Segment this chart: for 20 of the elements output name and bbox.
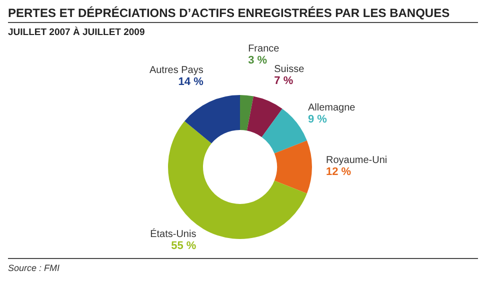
slice-label: Royaume-Uni <box>326 155 388 166</box>
donut-slice <box>262 108 307 154</box>
data-label: 9 % <box>308 113 328 126</box>
slice-label: Autres Pays <box>149 65 204 76</box>
donut-slice <box>246 96 282 138</box>
data-label: 3 % <box>248 54 268 66</box>
slice-label: États-Unis <box>150 228 196 240</box>
slice-label: Allemagne <box>308 102 356 114</box>
chart-subtitle: JUILLET 2007 À JUILLET 2009 <box>8 27 145 38</box>
donut-slice <box>240 95 254 131</box>
slice-label: Suisse <box>274 64 305 76</box>
donut-slice <box>274 140 312 194</box>
slice-label: France <box>248 43 280 54</box>
data-label: 7 % <box>274 75 294 88</box>
chart-title: PERTES ET DÉPRÉCIATIONS D’ACTIFS ENREGISTRÉES PAR LES BANQUES <box>8 6 450 20</box>
data-label: 55 % <box>171 240 196 252</box>
source-note: Source : FMI <box>8 263 60 273</box>
data-label: 12 % <box>326 166 352 178</box>
donut-slice <box>184 95 240 144</box>
data-label: 14 % <box>178 76 204 88</box>
